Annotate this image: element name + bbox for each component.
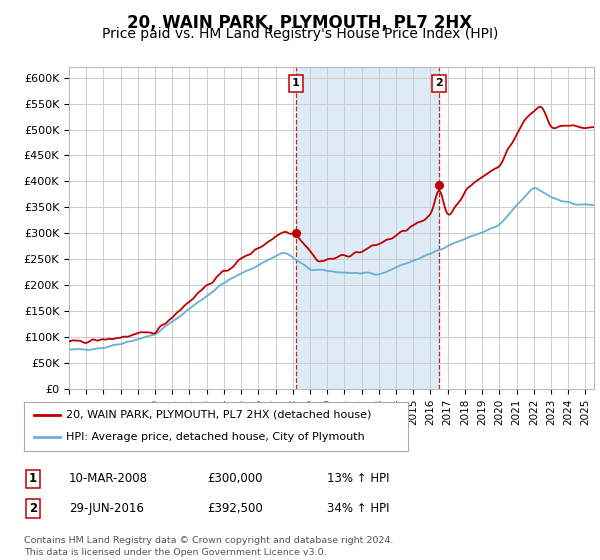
Text: 29-JUN-2016: 29-JUN-2016 [69, 502, 144, 515]
Text: 1: 1 [29, 472, 37, 486]
Text: £392,500: £392,500 [207, 502, 263, 515]
Text: 20, WAIN PARK, PLYMOUTH, PL7 2HX (detached house): 20, WAIN PARK, PLYMOUTH, PL7 2HX (detach… [66, 410, 371, 420]
Text: 13% ↑ HPI: 13% ↑ HPI [327, 472, 389, 486]
Text: 20, WAIN PARK, PLYMOUTH, PL7 2HX: 20, WAIN PARK, PLYMOUTH, PL7 2HX [127, 14, 473, 32]
Text: 34% ↑ HPI: 34% ↑ HPI [327, 502, 389, 515]
Text: HPI: Average price, detached house, City of Plymouth: HPI: Average price, detached house, City… [66, 432, 365, 442]
Text: £300,000: £300,000 [207, 472, 263, 486]
Text: Contains HM Land Registry data © Crown copyright and database right 2024.
This d: Contains HM Land Registry data © Crown c… [24, 536, 394, 557]
Text: 1: 1 [292, 78, 300, 88]
Text: 2: 2 [435, 78, 443, 88]
Text: Price paid vs. HM Land Registry's House Price Index (HPI): Price paid vs. HM Land Registry's House … [102, 27, 498, 41]
Bar [296, 67, 439, 389]
Text: 10-MAR-2008: 10-MAR-2008 [69, 472, 148, 486]
Text: 2: 2 [29, 502, 37, 515]
